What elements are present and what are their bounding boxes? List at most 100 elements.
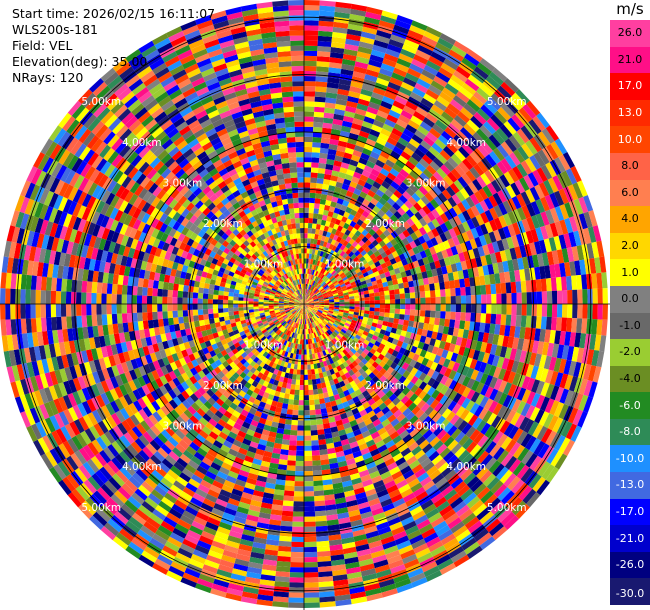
velocity-gate bbox=[283, 495, 294, 502]
velocity-gate bbox=[469, 193, 480, 206]
velocity-gate bbox=[419, 73, 434, 85]
velocity-gate bbox=[395, 299, 401, 304]
velocity-gate bbox=[428, 188, 438, 199]
velocity-gate bbox=[394, 62, 410, 73]
velocity-gate bbox=[354, 166, 364, 175]
velocity-gate bbox=[304, 430, 311, 436]
velocity-gate bbox=[435, 310, 441, 319]
velocity-gate bbox=[405, 209, 415, 218]
velocity-gate bbox=[309, 399, 315, 406]
velocity-gate bbox=[314, 495, 325, 502]
velocity-gate bbox=[287, 455, 296, 461]
velocity-gate bbox=[304, 96, 315, 102]
velocity-gate bbox=[308, 299, 314, 302]
velocity-gate bbox=[410, 304, 416, 310]
velocity-gate bbox=[357, 135, 368, 144]
velocity-gate bbox=[521, 205, 531, 219]
velocity-gate bbox=[417, 144, 429, 155]
velocity-gate bbox=[491, 293, 497, 304]
velocity-gate bbox=[424, 310, 431, 318]
velocity-gate bbox=[496, 127, 509, 142]
velocity-gate bbox=[304, 25, 319, 31]
velocity-gate bbox=[510, 281, 517, 294]
velocity-gate bbox=[541, 304, 548, 317]
velocity-gate bbox=[431, 253, 439, 262]
velocity-gate bbox=[393, 267, 401, 275]
velocity-gate bbox=[501, 103, 515, 118]
velocity-gate bbox=[413, 202, 423, 212]
velocity-gate bbox=[306, 273, 309, 279]
velocity-gate bbox=[530, 279, 537, 293]
velocity-gate bbox=[304, 126, 314, 132]
velocity-gate bbox=[597, 304, 603, 320]
velocity-gate bbox=[369, 304, 375, 308]
velocity-gate bbox=[492, 164, 504, 178]
velocity-gate bbox=[402, 191, 412, 201]
velocity-gate bbox=[315, 290, 320, 295]
velocity-gate bbox=[449, 99, 464, 112]
velocity-gate bbox=[355, 183, 364, 192]
velocity-gate bbox=[305, 294, 308, 300]
velocity-gate bbox=[354, 298, 360, 302]
velocity-gate bbox=[337, 225, 344, 232]
velocity-gate bbox=[371, 239, 379, 247]
velocity-gate bbox=[363, 165, 373, 174]
velocity-gate bbox=[304, 157, 312, 163]
velocity-gate bbox=[368, 273, 375, 279]
velocity-gate bbox=[403, 319, 410, 327]
velocity-gate bbox=[289, 577, 304, 583]
velocity-gate bbox=[313, 275, 317, 281]
velocity-gate bbox=[320, 289, 326, 293]
velocity-gate bbox=[442, 87, 456, 99]
velocity-gate bbox=[445, 311, 451, 320]
velocity-gate bbox=[434, 235, 443, 245]
velocity-gate bbox=[304, 162, 312, 168]
velocity-gate bbox=[390, 150, 401, 160]
velocity-gate bbox=[508, 135, 522, 150]
velocity-gate bbox=[304, 562, 318, 568]
velocity-gate bbox=[314, 96, 326, 103]
velocity-gate bbox=[329, 284, 335, 289]
velocity-gate bbox=[455, 190, 466, 202]
velocity-gate bbox=[429, 283, 435, 291]
velocity-gate bbox=[383, 53, 399, 63]
velocity-gate bbox=[455, 295, 462, 304]
velocity-gate bbox=[366, 106, 379, 115]
velocity-gate bbox=[396, 185, 406, 195]
velocity-gate bbox=[304, 299, 308, 304]
velocity-gate bbox=[504, 78, 519, 93]
velocity-gate bbox=[398, 265, 406, 273]
velocity-gate bbox=[425, 150, 437, 161]
velocity-gate bbox=[314, 289, 320, 294]
velocity-gate bbox=[325, 92, 338, 99]
velocity-gate bbox=[289, 567, 304, 573]
velocity-gate bbox=[293, 491, 304, 497]
velocity-gate bbox=[304, 172, 311, 178]
velocity-gate bbox=[306, 289, 308, 295]
velocity-gate bbox=[430, 297, 436, 304]
velocity-gate bbox=[407, 96, 421, 107]
velocity-gate bbox=[308, 279, 311, 285]
velocity-gate bbox=[281, 403, 289, 410]
velocity-gate bbox=[336, 254, 343, 261]
velocity-gate bbox=[346, 285, 353, 290]
velocity-gate bbox=[400, 298, 406, 304]
velocity-gate bbox=[355, 56, 370, 65]
velocity-gate bbox=[476, 128, 489, 142]
velocity-gate bbox=[422, 154, 433, 165]
velocity-gate bbox=[292, 526, 304, 532]
velocity-gate bbox=[316, 178, 324, 184]
velocity-gate bbox=[450, 311, 456, 320]
velocity-gate bbox=[367, 133, 379, 142]
velocity-gate bbox=[388, 39, 404, 49]
velocity-gate bbox=[463, 123, 476, 136]
velocity-gate bbox=[304, 557, 318, 563]
velocity-gate bbox=[300, 359, 304, 365]
velocity-gate bbox=[380, 262, 388, 269]
velocity-gate bbox=[557, 304, 563, 318]
velocity-gate bbox=[558, 154, 571, 171]
velocity-gate bbox=[322, 294, 329, 298]
velocity-gate bbox=[340, 204, 348, 212]
velocity-gate bbox=[311, 275, 315, 281]
velocity-gate bbox=[290, 562, 304, 568]
